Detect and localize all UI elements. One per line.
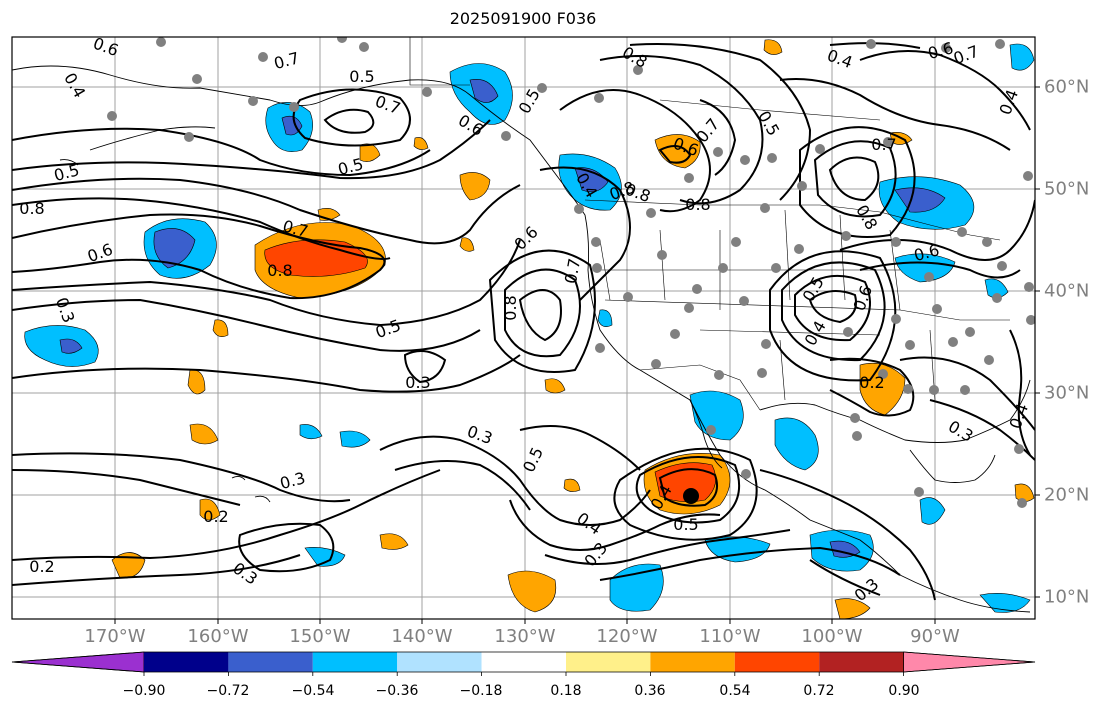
colorbar-label: −0.18	[459, 683, 503, 699]
colorbar-label: 0.90	[888, 683, 920, 699]
lat-label: 60°N	[1044, 76, 1090, 98]
blue-blob-gulf-mex	[774, 417, 819, 471]
lon-label: 120°W	[596, 626, 658, 647]
contour-ring-aleutian	[323, 108, 375, 134]
station-dots	[107, 37, 1035, 508]
colorbar-label: −0.72	[206, 683, 250, 699]
colorbar-segment	[819, 652, 904, 672]
lon-label: 140°W	[391, 626, 453, 647]
colorbar-segment	[566, 652, 651, 672]
colorbar-label: 0.18	[550, 683, 582, 699]
colorbar-segment	[650, 652, 735, 672]
colorbar-segment	[312, 652, 398, 672]
colorbar	[11, 651, 1036, 676]
colorbar-segment	[228, 652, 313, 672]
contour-label: 0.5	[349, 67, 374, 86]
contour-label: 0.7	[871, 135, 896, 154]
colorbar-segment	[144, 652, 229, 672]
blue-blob-mid	[339, 430, 371, 448]
lon-label: 130°W	[494, 626, 556, 647]
lat-label: 20°N	[1044, 484, 1090, 506]
map-title: 2025091900 F036	[449, 9, 597, 28]
contours	[12, 42, 1035, 601]
lon-label: 110°W	[699, 626, 761, 647]
lon-label: 100°W	[801, 626, 863, 647]
colorbar-extend-low	[11, 651, 145, 673]
lat-label: 50°N	[1044, 178, 1090, 200]
lon-label: 90°W	[910, 626, 960, 647]
contour-label: 0.8	[685, 195, 710, 214]
lat-label: 40°N	[1044, 280, 1090, 302]
contour-label: 0.3	[405, 373, 430, 392]
colorbar-label: −0.54	[291, 683, 335, 699]
contour-label: 0.2	[29, 557, 54, 576]
colorbar-label: 0.36	[634, 683, 666, 699]
tick-marks	[114, 86, 1040, 624]
contour-label: 0.2	[859, 373, 884, 392]
colorbar-segment	[481, 652, 566, 672]
lat-label: 30°N	[1044, 382, 1090, 404]
storm-center-marker	[683, 488, 699, 504]
blue-blob-mexico	[689, 390, 744, 441]
colorbar-segment	[734, 652, 820, 672]
contour-label: 0.8	[267, 261, 292, 280]
colorbar-label: 0.54	[719, 683, 751, 699]
orange-blob-canada	[654, 134, 701, 169]
lat-label: 10°N	[1044, 586, 1090, 608]
contour-ring-great-lakes	[828, 156, 880, 202]
colorbar-label: −0.90	[122, 683, 166, 699]
map-frame	[11, 36, 1036, 620]
lon-label: 150°W	[289, 626, 351, 647]
shading-positive	[111, 39, 1035, 619]
colorbar-label: 0.72	[803, 683, 835, 699]
contour-label: 0.2	[203, 507, 228, 526]
lon-label: 170°W	[84, 626, 146, 647]
contour-label: 0.8	[19, 199, 44, 218]
colorbar-segment	[397, 652, 482, 672]
orange-blob-gulf	[859, 362, 906, 416]
colorbar-extend-high	[903, 651, 1036, 673]
blue-blob-east	[894, 253, 956, 283]
contour-ring-epac-low	[658, 468, 718, 507]
lon-label: 160°W	[187, 626, 249, 647]
colorbar-label: −0.36	[375, 683, 419, 699]
contour-label: 0.8	[501, 295, 520, 320]
contour-label: 0.7	[561, 257, 584, 285]
contour-label: 0.5	[673, 515, 698, 534]
